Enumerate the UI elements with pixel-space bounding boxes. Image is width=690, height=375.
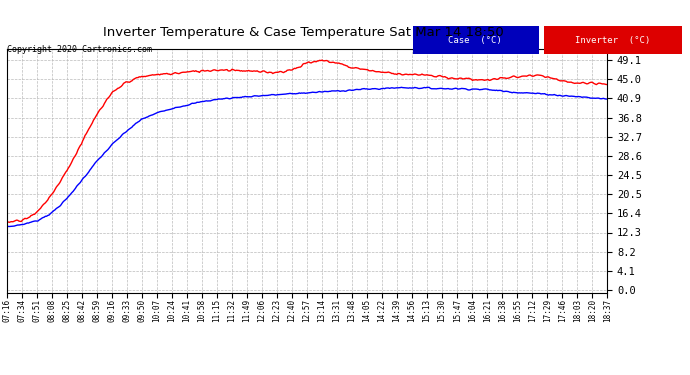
FancyBboxPatch shape	[413, 26, 539, 54]
Text: Copyright 2020 Cartronics.com: Copyright 2020 Cartronics.com	[7, 45, 152, 54]
Text: Inverter  (°C): Inverter (°C)	[575, 36, 651, 45]
Text: Case  (°C): Case (°C)	[448, 36, 502, 45]
Text: Inverter Temperature & Case Temperature Sat Mar 14 18:50: Inverter Temperature & Case Temperature …	[104, 26, 504, 39]
FancyBboxPatch shape	[544, 26, 682, 54]
